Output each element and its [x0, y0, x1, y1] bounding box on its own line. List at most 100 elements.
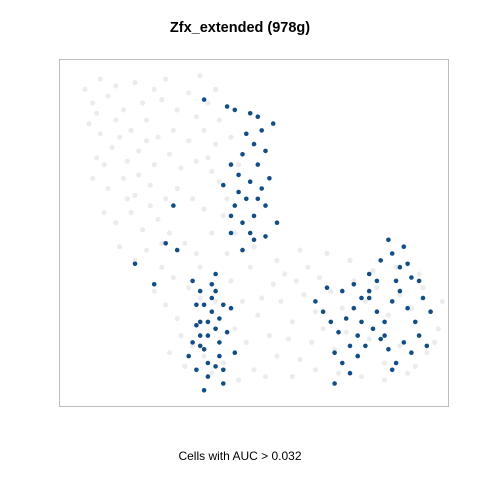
cell-point-above: [255, 196, 261, 202]
cell-point-above: [263, 148, 268, 154]
cell-point-below: [124, 196, 130, 202]
cell-point-above: [201, 97, 207, 102]
cell-point-above: [224, 329, 230, 335]
cell-point-below: [224, 196, 230, 202]
cell-point-above: [355, 353, 361, 359]
cell-point-below: [166, 230, 173, 236]
cell-point-below: [120, 107, 126, 113]
cell-point-above: [194, 367, 199, 373]
cell-point-below: [328, 288, 334, 294]
cell-point-above: [393, 360, 399, 366]
cell-point-above: [194, 323, 199, 328]
cell-point-above: [370, 326, 376, 332]
cell-point-below: [297, 356, 303, 363]
cell-point-above: [217, 340, 222, 345]
cell-point-above: [424, 343, 430, 349]
cell-point-above: [351, 282, 357, 287]
cell-point-above: [174, 247, 180, 253]
cell-point-above: [217, 353, 222, 359]
cell-point-above: [163, 241, 168, 246]
cell-point-above: [132, 261, 138, 267]
cell-point-above: [355, 333, 361, 338]
cell-point-above: [190, 278, 195, 284]
cell-point-below: [216, 179, 222, 185]
cell-point-above: [366, 288, 372, 294]
cell-point-above: [247, 230, 253, 236]
cell-point-below: [101, 162, 107, 168]
cell-point-below: [105, 185, 111, 192]
cell-point-above: [428, 309, 433, 315]
cell-point-above: [186, 353, 191, 359]
cell-point-below: [140, 100, 146, 106]
cell-point-below: [224, 250, 230, 257]
cell-point-above: [363, 343, 368, 349]
cell-point-above: [340, 360, 345, 366]
cell-point-above: [267, 176, 272, 181]
cell-point-below: [324, 250, 330, 257]
cell-point-below: [193, 250, 199, 257]
cell-point-above: [247, 179, 253, 184]
cell-point-above: [320, 309, 326, 315]
cell-point-below: [136, 172, 142, 178]
cell-point-below: [247, 264, 253, 270]
cell-point-below: [232, 230, 238, 236]
cell-point-below: [251, 367, 257, 373]
cell-point-above: [393, 278, 399, 284]
cell-point-above: [359, 295, 364, 301]
cell-point-above: [232, 203, 238, 208]
cell-point-above: [201, 388, 207, 393]
cell-point-below: [420, 285, 426, 291]
cell-point-above: [324, 285, 330, 291]
cell-point-below: [259, 295, 265, 301]
cell-point-below: [82, 86, 88, 92]
cell-point-above: [251, 237, 257, 243]
cell-point-below: [439, 298, 445, 304]
cell-point-above: [270, 121, 276, 126]
cell-point-below: [94, 155, 100, 161]
cell-point-below: [412, 363, 418, 369]
cell-point-below: [97, 131, 103, 137]
cell-point-below: [293, 278, 299, 284]
cell-point-below: [216, 117, 222, 123]
cell-point-above: [347, 343, 353, 349]
cell-point-below: [174, 315, 180, 322]
cell-point-below: [335, 370, 342, 376]
cell-point-below: [186, 90, 192, 96]
cell-point-below: [190, 343, 196, 349]
cell-point-above: [374, 309, 380, 315]
cell-point-above: [386, 237, 391, 243]
cell-point-above: [405, 305, 410, 311]
cell-point-below: [155, 216, 161, 222]
cell-point-below: [382, 360, 388, 366]
cell-point-below: [362, 298, 368, 304]
cell-point-above: [221, 381, 226, 386]
cell-point-below: [147, 203, 153, 209]
cell-point-above: [378, 258, 384, 263]
cell-point-below: [209, 168, 215, 174]
cell-point-below: [274, 353, 280, 359]
cell-point-above: [251, 141, 257, 147]
cell-point-above: [343, 316, 349, 321]
plot-frame: [59, 59, 449, 407]
cell-point-below: [182, 240, 188, 246]
cell-point-below: [408, 305, 414, 311]
cell-point-below: [132, 79, 138, 86]
cell-point-above: [205, 333, 211, 338]
cell-point-below: [305, 264, 311, 270]
cell-point-below: [266, 333, 272, 339]
cell-point-above: [221, 367, 226, 373]
cell-point-above: [397, 264, 403, 270]
cell-point-above: [416, 278, 422, 284]
cell-point-above: [366, 295, 372, 301]
cell-point-above: [274, 220, 280, 225]
cell-point-below: [424, 350, 430, 356]
cell-point-below: [347, 257, 353, 263]
cell-point-above: [401, 244, 407, 249]
cell-point-below: [431, 339, 438, 345]
cell-point-above: [209, 309, 215, 315]
cell-point-below: [385, 312, 391, 318]
cell-point-below: [228, 134, 234, 140]
cell-point-below: [358, 374, 365, 380]
cell-point-below: [397, 292, 403, 298]
cell-point-below: [312, 309, 318, 315]
